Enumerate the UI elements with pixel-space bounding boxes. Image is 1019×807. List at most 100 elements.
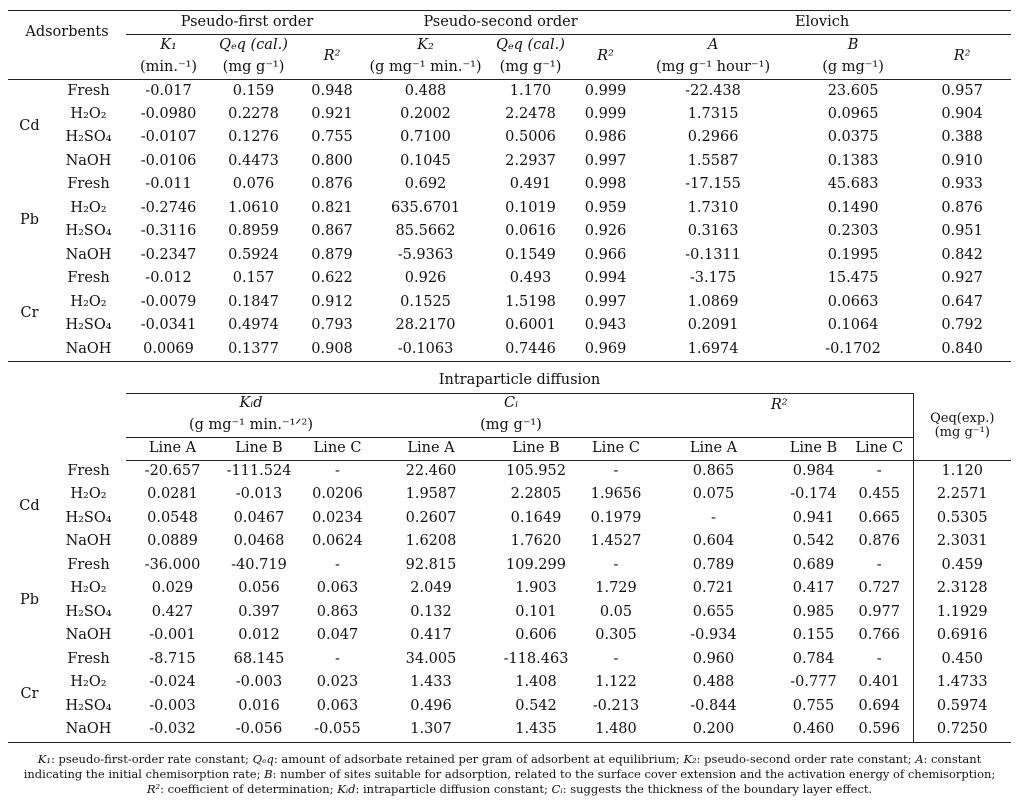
value-cell: 0.056 xyxy=(238,580,280,597)
value-cell: 0.867 xyxy=(311,223,353,240)
footnote-definition: : pseudo-first-order rate constant; xyxy=(50,752,253,766)
parameter-symbol: Cᵢ xyxy=(503,395,518,412)
value-cell: 0.926 xyxy=(584,223,627,240)
footnote-term: A xyxy=(915,752,924,766)
value-cell: 0.1979 xyxy=(590,509,642,526)
treatment-label: H₂SO₄ xyxy=(65,509,112,526)
value-cell: 0.075 xyxy=(692,486,735,503)
value-cell: 0.596 xyxy=(858,721,901,738)
value-cell: 0.063 xyxy=(316,580,359,597)
table-row: Cd Fresh -0.017 0.159 0.948 0.488 1.170 0.999 -2… xyxy=(8,80,1011,134)
line-header: Line A xyxy=(376,437,486,461)
value-cell: 1.9656 xyxy=(590,486,642,503)
footnote-definition: : pseudo-second order rate constant; xyxy=(696,752,916,766)
value-cell: 0.542 xyxy=(792,533,835,550)
value-cell: 0.984 xyxy=(792,463,835,480)
value-cell: -0.003 xyxy=(235,674,283,691)
value-cell: -118.463 xyxy=(503,650,569,667)
value-cell: 0.8959 xyxy=(228,223,279,240)
line-header: Line C xyxy=(586,437,646,461)
value-cell: 2.2937 xyxy=(505,152,556,169)
table-row: NaOH -0.032 -0.056 -0.055 1.307 1.435 1.480 0.2… xyxy=(8,718,1012,742)
value-cell: -0.001 xyxy=(149,627,196,644)
parameter-symbol: R² xyxy=(578,34,634,80)
value-cell: 0.493 xyxy=(509,270,552,287)
value-cell: 0.305 xyxy=(595,627,637,644)
value-cell: 0.876 xyxy=(858,533,901,550)
value-cell: - xyxy=(613,650,619,667)
value-cell: 2.2478 xyxy=(505,105,556,122)
table-row: NaOH -0.0106 0.4473 0.800 0.1045 2.2937 0.997 1… xyxy=(8,150,1011,174)
qexp-value: 0.450 xyxy=(912,648,1012,672)
value-cell: -0.3116 xyxy=(140,223,197,240)
value-cell: 28.2170 xyxy=(395,317,456,334)
value-cell: 0.2002 xyxy=(400,105,451,122)
kinetic-models-table: Adsorbents Pseudo-first order Pseudo-secon… xyxy=(8,10,1012,362)
value-cell: -0.024 xyxy=(149,674,196,691)
value-cell: -0.0341 xyxy=(140,317,197,334)
value-cell: 0.863 xyxy=(316,603,359,620)
value-cell: 0.1847 xyxy=(228,293,279,310)
treatment-label: H₂SO₄ xyxy=(65,603,112,620)
parameter-unit-row: (min.⁻¹) (mg g⁻¹) (g mg⁻¹ min.⁻¹) (mg g⁻¹)(… xyxy=(8,57,1011,80)
group-header: Elovich xyxy=(633,10,1012,35)
value-cell: 0.2607 xyxy=(405,509,457,526)
table-row: H₂SO₄ 0.427 0.397 0.863 0.132 0.101 0.05 0.655 0… xyxy=(8,601,1012,625)
value-cell: -22.438 xyxy=(685,82,741,99)
value-cell: 0.994 xyxy=(584,270,627,287)
qexp-unit: (mg g⁻¹) xyxy=(934,425,990,441)
value-cell: - xyxy=(876,650,882,667)
value-cell: 0.941 xyxy=(792,509,835,526)
value-cell: 1.5198 xyxy=(505,293,556,310)
value-cell: 0.1490 xyxy=(827,199,879,216)
table-row: NaOH 0.0889 0.0468 0.0624 1.6208 1.7620 1.4527… xyxy=(8,530,1012,554)
qexp-value: 1.4733 xyxy=(912,671,1012,695)
value-cell: -0.213 xyxy=(592,697,640,714)
value-cell: 0.957 xyxy=(941,82,983,99)
qexp-value: 2.3031 xyxy=(912,530,1012,554)
parameter-unit: (g mg⁻¹) xyxy=(793,57,914,80)
value-cell: 1.0869 xyxy=(687,293,739,310)
group-header: Intraparticle diffusion xyxy=(126,369,914,394)
value-cell: 0.604 xyxy=(692,533,735,550)
value-cell: 0.1383 xyxy=(827,152,879,169)
line-header: Line C xyxy=(846,437,914,461)
value-cell: -0.2746 xyxy=(140,199,197,216)
value-cell: 0.966 xyxy=(584,246,627,263)
value-cell: 0.985 xyxy=(792,603,835,620)
treatment-label: Fresh xyxy=(67,176,110,193)
parameter-symbol-row: Kᵢd Cᵢ R² Qeq(exp.) (mg g⁻¹) xyxy=(8,393,1012,461)
value-cell: 45.683 xyxy=(827,176,879,193)
value-cell: 1.4527 xyxy=(590,533,642,550)
value-cell: 0.694 xyxy=(858,697,901,714)
value-cell: 0.0889 xyxy=(147,533,198,550)
value-cell: 0.665 xyxy=(858,509,901,526)
value-cell: 0.0624 xyxy=(312,533,363,550)
value-cell: -0.017 xyxy=(145,82,192,99)
value-cell: 0.0663 xyxy=(827,293,879,310)
value-cell: 0.012 xyxy=(238,627,280,644)
value-cell: 1.5587 xyxy=(687,152,739,169)
value-cell: 0.1995 xyxy=(827,246,879,263)
table-row: Cd Fresh -20.657 -111.524 - 22.460 105.952 - 0.8… xyxy=(8,460,1012,514)
metal-label: Cr xyxy=(20,305,39,322)
qexp-value: 1.1929 xyxy=(912,601,1012,625)
metal-label: Cd xyxy=(19,498,40,515)
value-cell: 0.876 xyxy=(311,176,353,193)
value-cell: -36.000 xyxy=(144,556,201,573)
table-row: H₂SO₄ -0.003 0.016 0.063 0.496 0.542 -0.213 -0.… xyxy=(8,695,1012,719)
value-cell: 0.840 xyxy=(941,340,983,357)
footnote-definition: : number of sites suitable for adsorptio… xyxy=(272,767,996,781)
treatment-label: H₂O₂ xyxy=(70,105,107,122)
value-cell: -0.2347 xyxy=(140,246,197,263)
group-header-row: Adsorbents Pseudo-first order Pseudo-secon… xyxy=(8,10,1012,80)
value-cell: 0.063 xyxy=(316,697,359,714)
value-cell: 0.692 xyxy=(404,176,447,193)
value-cell: 0.0375 xyxy=(827,129,879,146)
line-header-row: Line A Line B Line C Line A Line B Line C Line… xyxy=(8,437,1011,461)
value-cell: 0.647 xyxy=(941,293,983,310)
qexp-spacer xyxy=(913,369,1011,393)
parameter-unit-row: (g mg⁻¹ min.⁻¹ᐟ²) (mg g⁻¹) xyxy=(8,415,1011,438)
value-cell: 0.904 xyxy=(941,105,983,122)
treatment-label: Fresh xyxy=(67,462,110,479)
